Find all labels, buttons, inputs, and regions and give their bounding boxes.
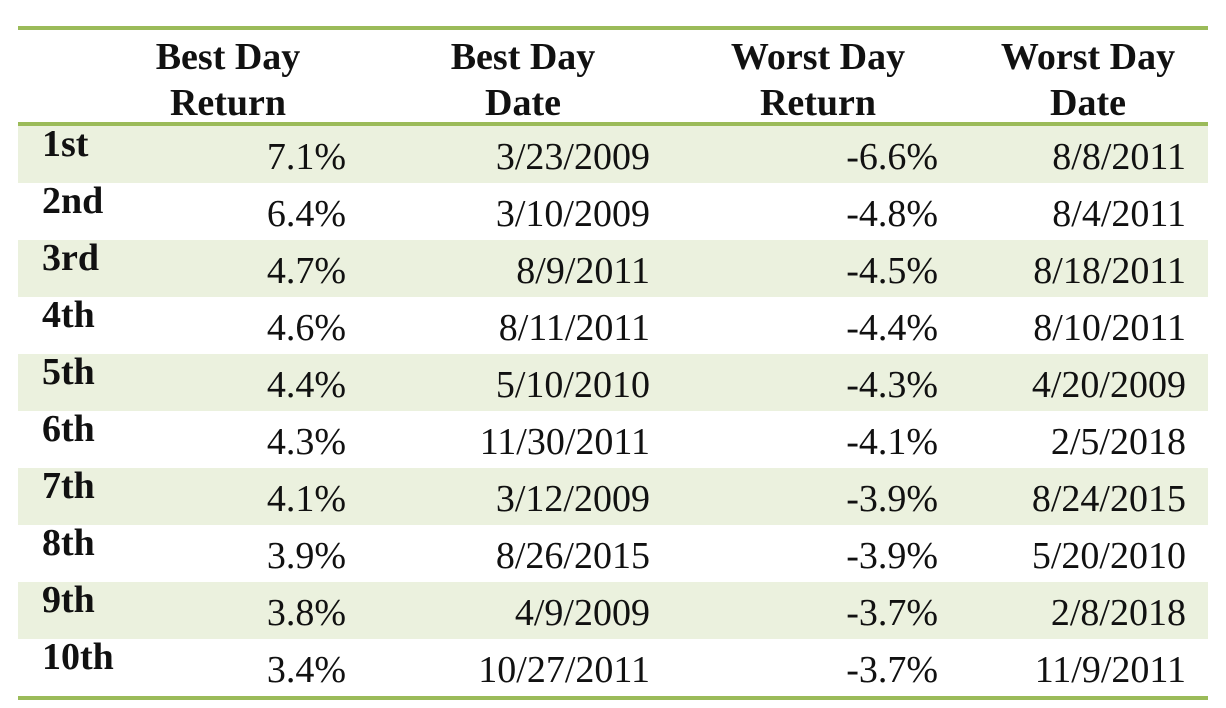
header-worst-date-line-1: Worst Day [1000,36,1176,78]
worst-day-return-cell: -4.8% [846,193,938,235]
best-day-date-cell: 11/30/2011 [479,421,650,463]
best-day-return-cell: 7.1% [266,136,346,178]
table-row: 6th 4.3% 11/30/2011 -4.1% 2/5/2018 [18,408,1208,468]
worst-day-return-cell: -3.7% [846,649,938,691]
table-header: Best Day Return Best Day Date Worst Day … [18,30,1208,124]
rank-cell: 1st [42,123,89,165]
header-rule [18,122,1208,126]
best-day-date-cell: 10/27/2011 [478,649,650,691]
worst-day-date-cell: 8/10/2011 [1033,307,1186,349]
best-day-return-cell: 3.4% [266,649,346,691]
table-row: 4th 4.6% 8/11/2011 -4.4% 8/10/2011 [18,294,1208,354]
header-best-return-line-1: Best Day [155,36,301,78]
worst-day-return-cell: -4.4% [846,307,938,349]
rank-cell: 5th [42,351,95,393]
table-row: 9th 3.8% 4/9/2009 -3.7% 2/8/2018 [18,579,1208,639]
best-day-date-cell: 8/26/2015 [495,535,650,577]
rank-cell: 3rd [42,237,99,279]
worst-day-date-cell: 2/5/2018 [1050,421,1186,463]
worst-day-date-cell: 2/8/2018 [1050,592,1186,634]
best-day-return-cell: 4.3% [266,421,346,463]
table-row: 2nd 6.4% 3/10/2009 -4.8% 8/4/2011 [18,180,1208,240]
table-body: 1st 7.1% 3/23/2009 -6.6% 8/8/2011 2nd 6.4% 3/10… [18,123,1208,696]
header-worst-date-line-2: Date [1050,82,1126,124]
worst-day-return-cell: -6.6% [846,136,938,178]
header-best-day-return: Best Day Return [138,34,318,126]
rank-cell: 10th [42,636,114,678]
header-worst-day-date: Worst Day Date [978,34,1198,126]
table-row: 8th 3.9% 8/26/2015 -3.9% 5/20/2010 [18,522,1208,582]
header-worst-return-line-2: Return [759,82,877,124]
best-day-return-cell: 6.4% [266,193,346,235]
best-day-date-cell: 4/9/2009 [514,592,650,634]
header-worst-day-return: Worst Day Return [708,34,928,126]
worst-day-return-cell: -3.9% [846,535,938,577]
rank-cell: 4th [42,294,95,336]
table-row: 3rd 4.7% 8/9/2011 -4.5% 8/18/2011 [18,237,1208,297]
worst-day-return-cell: -4.5% [846,250,938,292]
rank-cell: 8th [42,522,95,564]
best-day-return-cell: 3.9% [266,535,346,577]
rank-cell: 6th [42,408,95,450]
best-day-date-cell: 3/10/2009 [495,193,650,235]
worst-day-return-cell: -3.7% [846,592,938,634]
worst-day-return-cell: -4.3% [846,364,938,406]
worst-day-date-cell: 8/4/2011 [1052,193,1186,235]
table-row: 7th 4.1% 3/12/2009 -3.9% 8/24/2015 [18,465,1208,525]
worst-day-date-cell: 8/24/2015 [1031,478,1186,520]
worst-day-date-cell: 4/20/2009 [1031,364,1186,406]
worst-day-return-cell: -3.9% [846,478,938,520]
best-day-date-cell: 5/10/2010 [495,364,650,406]
table-row: 10th 3.4% 10/27/2011 -3.7% 11/9/2011 [18,636,1208,696]
best-day-return-cell: 3.8% [266,592,346,634]
worst-day-date-cell: 5/20/2010 [1031,535,1186,577]
best-day-return-cell: 4.1% [266,478,346,520]
worst-day-date-cell: 8/8/2011 [1052,136,1186,178]
best-day-date-cell: 3/12/2009 [495,478,650,520]
bottom-rule [18,696,1208,700]
rank-cell: 7th [42,465,95,507]
best-day-date-cell: 8/9/2011 [516,250,650,292]
best-day-return-cell: 4.4% [266,364,346,406]
top-rule [18,26,1208,30]
table-row: 1st 7.1% 3/23/2009 -6.6% 8/8/2011 [18,123,1208,183]
best-day-date-cell: 8/11/2011 [498,307,650,349]
header-best-date-line-1: Best Day [450,36,596,78]
returns-table: Best Day Return Best Day Date Worst Day … [18,26,1208,700]
header-worst-return-line-1: Worst Day [730,36,906,78]
header-best-day-date: Best Day Date [418,34,628,126]
header-best-date-line-2: Date [485,82,561,124]
best-day-return-cell: 4.7% [266,250,346,292]
worst-day-date-cell: 8/18/2011 [1033,250,1186,292]
best-day-date-cell: 3/23/2009 [495,136,650,178]
rank-cell: 9th [42,579,95,621]
header-best-return-line-2: Return [169,82,287,124]
worst-day-date-cell: 11/9/2011 [1034,649,1186,691]
worst-day-return-cell: -4.1% [846,421,938,463]
best-day-return-cell: 4.6% [266,307,346,349]
rank-cell: 2nd [42,180,104,222]
table-row: 5th 4.4% 5/10/2010 -4.3% 4/20/2009 [18,351,1208,411]
